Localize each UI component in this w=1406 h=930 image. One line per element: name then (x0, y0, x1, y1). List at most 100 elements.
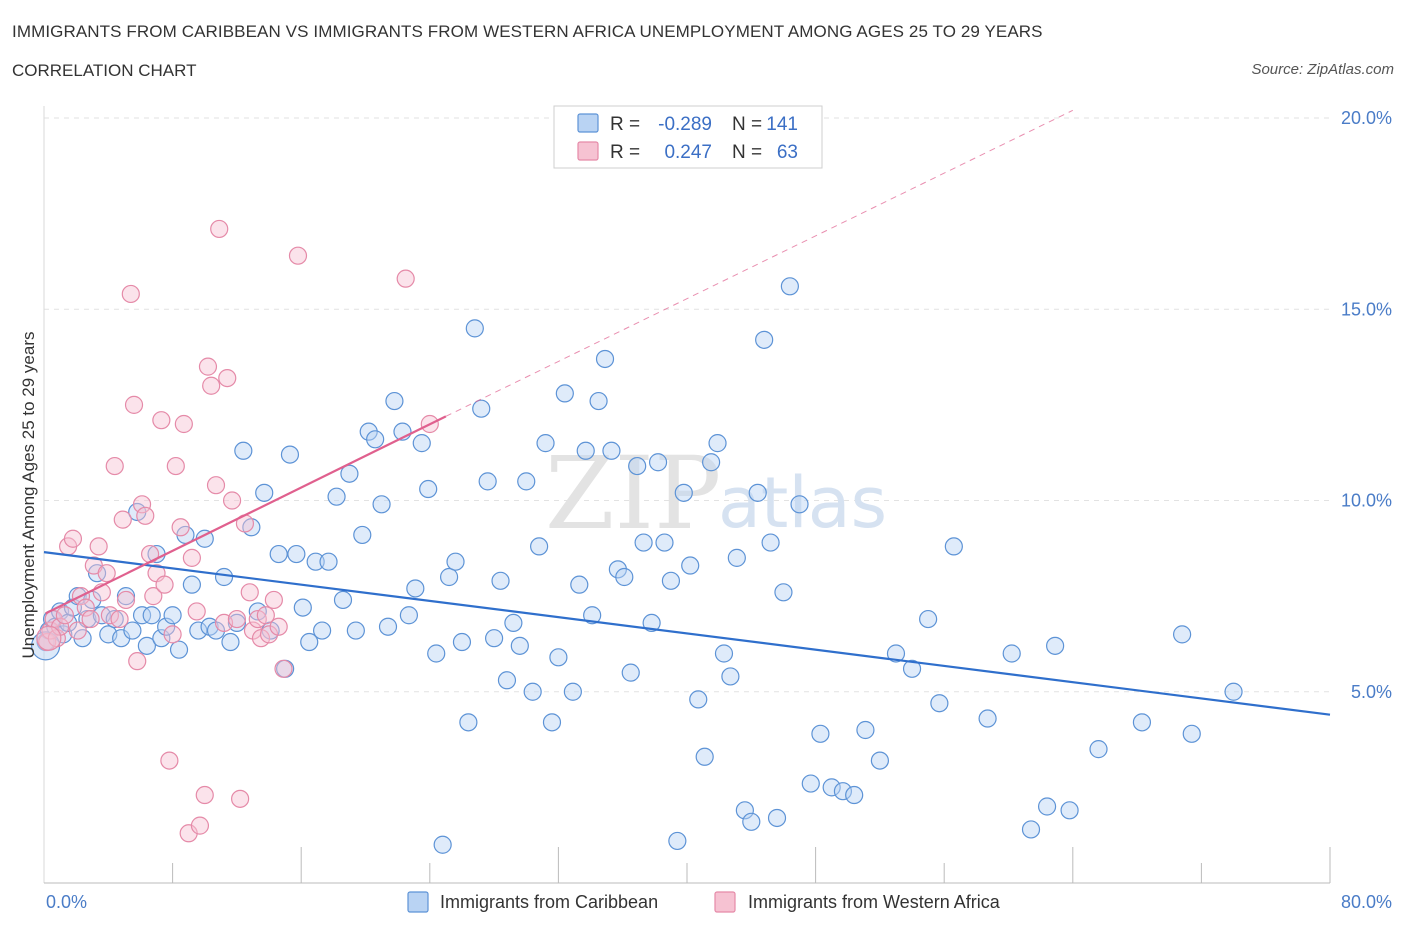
point-wafrica (240, 583, 259, 602)
watermark: ZIP atlas (545, 435, 887, 552)
point-wafrica (222, 491, 242, 510)
point-caribbean (123, 621, 142, 640)
point-caribbean (412, 434, 431, 453)
point-caribbean (576, 441, 595, 460)
stats-n-label-wafrica: N = (732, 142, 762, 163)
point-caribbean (333, 590, 353, 610)
x-tick-label-min: 0.0% (46, 892, 87, 912)
point-caribbean (615, 567, 634, 587)
point-wafrica (264, 590, 283, 610)
point-caribbean (621, 663, 640, 682)
point-caribbean (774, 583, 793, 602)
point-wafrica (113, 510, 132, 529)
point-caribbean (439, 567, 459, 587)
point-caribbean (459, 713, 478, 732)
legend-item-wafrica[interactable]: Immigrants from Western Africa (714, 891, 1001, 913)
point-caribbean (491, 571, 510, 590)
point-wafrica (128, 652, 147, 671)
point-caribbean (563, 682, 582, 701)
point-caribbean (142, 606, 161, 625)
point-caribbean (132, 606, 152, 625)
point-wafrica (231, 789, 250, 808)
point-wafrica (210, 219, 229, 239)
point-wafrica (206, 476, 226, 495)
point-caribbean (1060, 801, 1079, 820)
point-caribbean (708, 434, 727, 453)
point-wafrica (218, 369, 237, 388)
legend-label-wafrica: Immigrants from Western Africa (748, 892, 1001, 912)
point-caribbean (504, 613, 523, 633)
trend-line-caribbean (43, 551, 1331, 716)
point-caribbean (727, 548, 746, 567)
legend-item-caribbean[interactable]: Immigrants from Caribbean (407, 891, 658, 913)
stats-r-value-wafrica: 0.247 (664, 142, 712, 163)
point-wafrica (187, 602, 206, 621)
chart-source: Source: ZipAtlas.com (1251, 61, 1394, 78)
point-caribbean (767, 808, 787, 828)
point-caribbean (978, 709, 997, 728)
point-caribbean (366, 430, 385, 449)
point-caribbean (182, 575, 201, 594)
point-caribbean (346, 621, 365, 640)
point-caribbean (517, 472, 536, 491)
point-caribbean (811, 724, 830, 743)
point-caribbean (523, 682, 542, 701)
stats-n-value-wafrica: 63 (777, 142, 798, 163)
point-caribbean (822, 778, 841, 797)
legend-swatch-wafrica (714, 891, 736, 913)
legend-swatch-caribbean (407, 891, 429, 913)
point-wafrica (55, 606, 74, 625)
point-caribbean (856, 720, 875, 740)
y-tick-label-5: 5.0% (1351, 682, 1392, 702)
point-caribbean (674, 483, 693, 502)
stats-r-label-caribbean: R = (610, 114, 640, 135)
point-caribbean (570, 575, 589, 594)
point-caribbean (137, 636, 156, 655)
point-wafrica (171, 518, 190, 537)
point-wafrica (105, 456, 124, 476)
point-caribbean (378, 617, 398, 636)
point-caribbean (742, 812, 761, 831)
stats-legend: R = -0.289 N = 141 R = 0.247 N = 63 (553, 105, 823, 169)
point-caribbean (497, 671, 517, 690)
point-caribbean (1089, 740, 1108, 759)
point-caribbean (748, 483, 767, 502)
point-caribbean (714, 644, 734, 663)
point-wafrica (198, 357, 218, 376)
trend-lines (43, 109, 1331, 716)
point-caribbean (944, 537, 963, 556)
point-caribbean (689, 690, 708, 709)
point-caribbean (227, 613, 246, 633)
point-caribbean (648, 453, 668, 472)
x-tick-label-max: 80.0% (1341, 892, 1392, 912)
point-wafrica (63, 529, 83, 548)
point-caribbean (542, 713, 562, 732)
point-caribbean (452, 632, 472, 652)
point-caribbean (1046, 636, 1065, 655)
point-wafrica (136, 506, 155, 525)
point-wafrica (195, 785, 214, 805)
point-caribbean (312, 621, 332, 640)
point-wafrica (81, 609, 100, 629)
point-caribbean (269, 544, 288, 564)
point-caribbean (702, 453, 721, 472)
chart-subtitle: CORRELATION CHART (12, 61, 197, 80)
point-caribbean (655, 533, 674, 552)
point-caribbean (1182, 724, 1201, 743)
point-wafrica (121, 284, 140, 304)
stats-r-label-wafrica: R = (610, 142, 640, 163)
point-wafrica (76, 598, 95, 617)
axes (43, 106, 1331, 884)
point-caribbean (372, 495, 391, 514)
point-caribbean (755, 330, 774, 349)
point-caribbean (385, 391, 404, 411)
point-wafrica (256, 606, 275, 625)
chart-title: IMMIGRANTS FROM CARIBBEAN VS IMMIGRANTS … (12, 22, 1043, 41)
point-caribbean (902, 659, 922, 678)
point-caribbean (930, 694, 949, 713)
point-caribbean (695, 747, 714, 766)
point-caribbean (234, 441, 253, 460)
point-caribbean (510, 636, 529, 655)
point-caribbean (319, 552, 338, 571)
point-wafrica (132, 495, 152, 514)
